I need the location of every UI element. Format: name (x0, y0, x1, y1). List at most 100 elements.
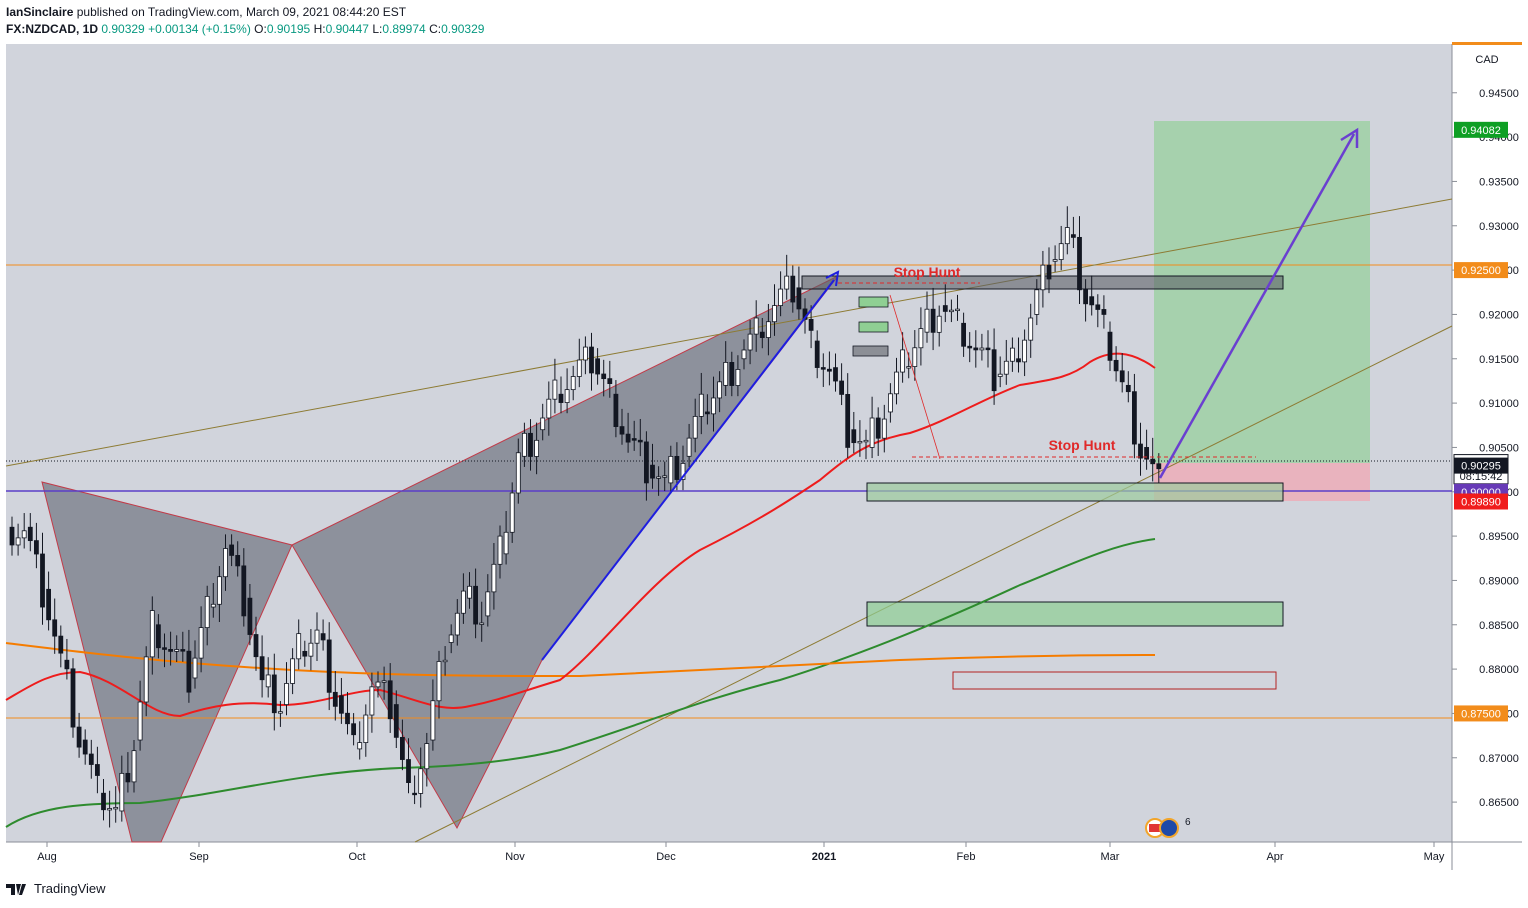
candle-bullish (723, 362, 729, 386)
candle-bearish (326, 639, 332, 693)
support-zone-1 (866, 482, 1284, 502)
candle-bearish (412, 792, 418, 796)
candle-bullish (583, 346, 588, 361)
candle-bullish (680, 462, 686, 480)
symbol-name: FX:NZDCAD, 1D (6, 22, 98, 36)
candle-bearish (125, 772, 131, 783)
candle-bullish (668, 455, 674, 484)
candle-bullish (485, 591, 491, 617)
y-tick-label: 0.88500 (1479, 620, 1519, 632)
candle-bullish (497, 535, 503, 565)
candle-bearish (985, 347, 991, 351)
candle-bearish (82, 739, 88, 755)
canada-flag-icon-inner (1149, 824, 1161, 832)
candle-bullish (265, 674, 271, 688)
candle-bullish (204, 595, 210, 629)
candle-bearish (58, 635, 64, 654)
upper-trendline (5, 198, 1453, 467)
low-label: L: (372, 22, 383, 36)
candle-bearish (88, 753, 94, 765)
price-tag (1454, 457, 1508, 474)
harmonic-triangle-left (41, 481, 293, 843)
price-tag (1454, 493, 1508, 510)
nz-flag-icon[interactable] (1159, 818, 1179, 838)
x-tick-label: Sep (189, 851, 209, 863)
candle-bearish (64, 659, 70, 670)
candle-bearish (1083, 289, 1088, 305)
tradingview-logo[interactable]: TradingView (6, 881, 106, 896)
ma-200 (5, 538, 1156, 828)
candle-bullish (888, 393, 893, 413)
y-tick-label: 0.89500 (1479, 531, 1519, 543)
y-tick-label: 0.92000 (1479, 309, 1519, 321)
candle-bullish (277, 711, 283, 714)
candle-bearish (162, 647, 167, 650)
candle-bullish (454, 612, 460, 636)
open-label: O: (254, 22, 267, 36)
ma-100 (5, 642, 1156, 678)
target-zone (1154, 121, 1370, 463)
candle-bullish (381, 680, 387, 683)
candle-bullish (357, 742, 363, 750)
candle-bullish (576, 359, 582, 377)
high-value: 0.90447 (325, 22, 369, 36)
candle-bullish (119, 772, 125, 812)
candle-bullish (430, 700, 436, 741)
candle-bullish (918, 328, 924, 349)
candle-bearish (393, 704, 399, 738)
publish-info: IanSinclaire published on TradingView.co… (6, 5, 406, 19)
stop-hunt-label-2: Stop Hunt (1049, 437, 1116, 453)
candle-bearish (833, 367, 838, 382)
candle-bearish (1046, 264, 1052, 280)
candle-bullish (747, 333, 753, 351)
candle-bearish (1132, 391, 1137, 445)
candle-bullish (1052, 259, 1058, 262)
candle-bearish (235, 555, 241, 567)
candle-bullish (515, 452, 521, 494)
candle-bullish (522, 432, 527, 457)
candle-bearish (930, 308, 936, 333)
candle-bullish (662, 475, 668, 478)
candle-bullish (290, 658, 296, 684)
scale-top-accent (1452, 42, 1522, 45)
candle-bullish (753, 317, 759, 335)
candle-bearish (27, 526, 33, 542)
support-zone-3 (952, 671, 1277, 690)
candle-bearish (168, 649, 174, 652)
candle-bullish (784, 275, 790, 290)
price-tag (1454, 705, 1508, 722)
published-text: published on TradingView.com, March 09, … (76, 5, 407, 19)
candle-bullish (479, 622, 485, 625)
lower-trendline (414, 325, 1453, 843)
y-tick-label: 0.87000 (1479, 753, 1519, 765)
y-tick-label: 0.89000 (1479, 575, 1519, 587)
x-tick-label: 2021 (812, 851, 836, 863)
projection-arrow-head (1340, 127, 1359, 148)
candle-bullish (1028, 317, 1034, 341)
candle-bullish (936, 315, 942, 333)
tradingview-logo-text: TradingView (34, 881, 106, 896)
price-tag-label: 0.94082 (1461, 125, 1501, 137)
x-tick-label: Oct (348, 851, 365, 863)
candle-bearish (9, 526, 15, 546)
candle-bearish (820, 367, 826, 370)
event-count: 6 (1185, 817, 1191, 828)
candle-bearish (34, 540, 39, 555)
candles (9, 206, 1162, 828)
currency-label: CAD (1475, 54, 1498, 66)
candle-bearish (595, 358, 600, 375)
candle-bullish (1064, 227, 1070, 245)
candle-bearish (345, 712, 350, 725)
candle-bearish (814, 340, 820, 368)
candle-bullish (546, 398, 552, 419)
stop-hunt-diagonal (889, 294, 941, 460)
candle-bearish (1016, 358, 1021, 363)
candle-bullish (692, 415, 698, 439)
last-price: 0.90329 (101, 22, 145, 36)
candle-bearish (650, 464, 655, 479)
candle-bearish (46, 588, 51, 621)
candle-bearish (70, 668, 76, 728)
candle-bullish (857, 441, 863, 444)
candle-bearish (399, 736, 405, 760)
